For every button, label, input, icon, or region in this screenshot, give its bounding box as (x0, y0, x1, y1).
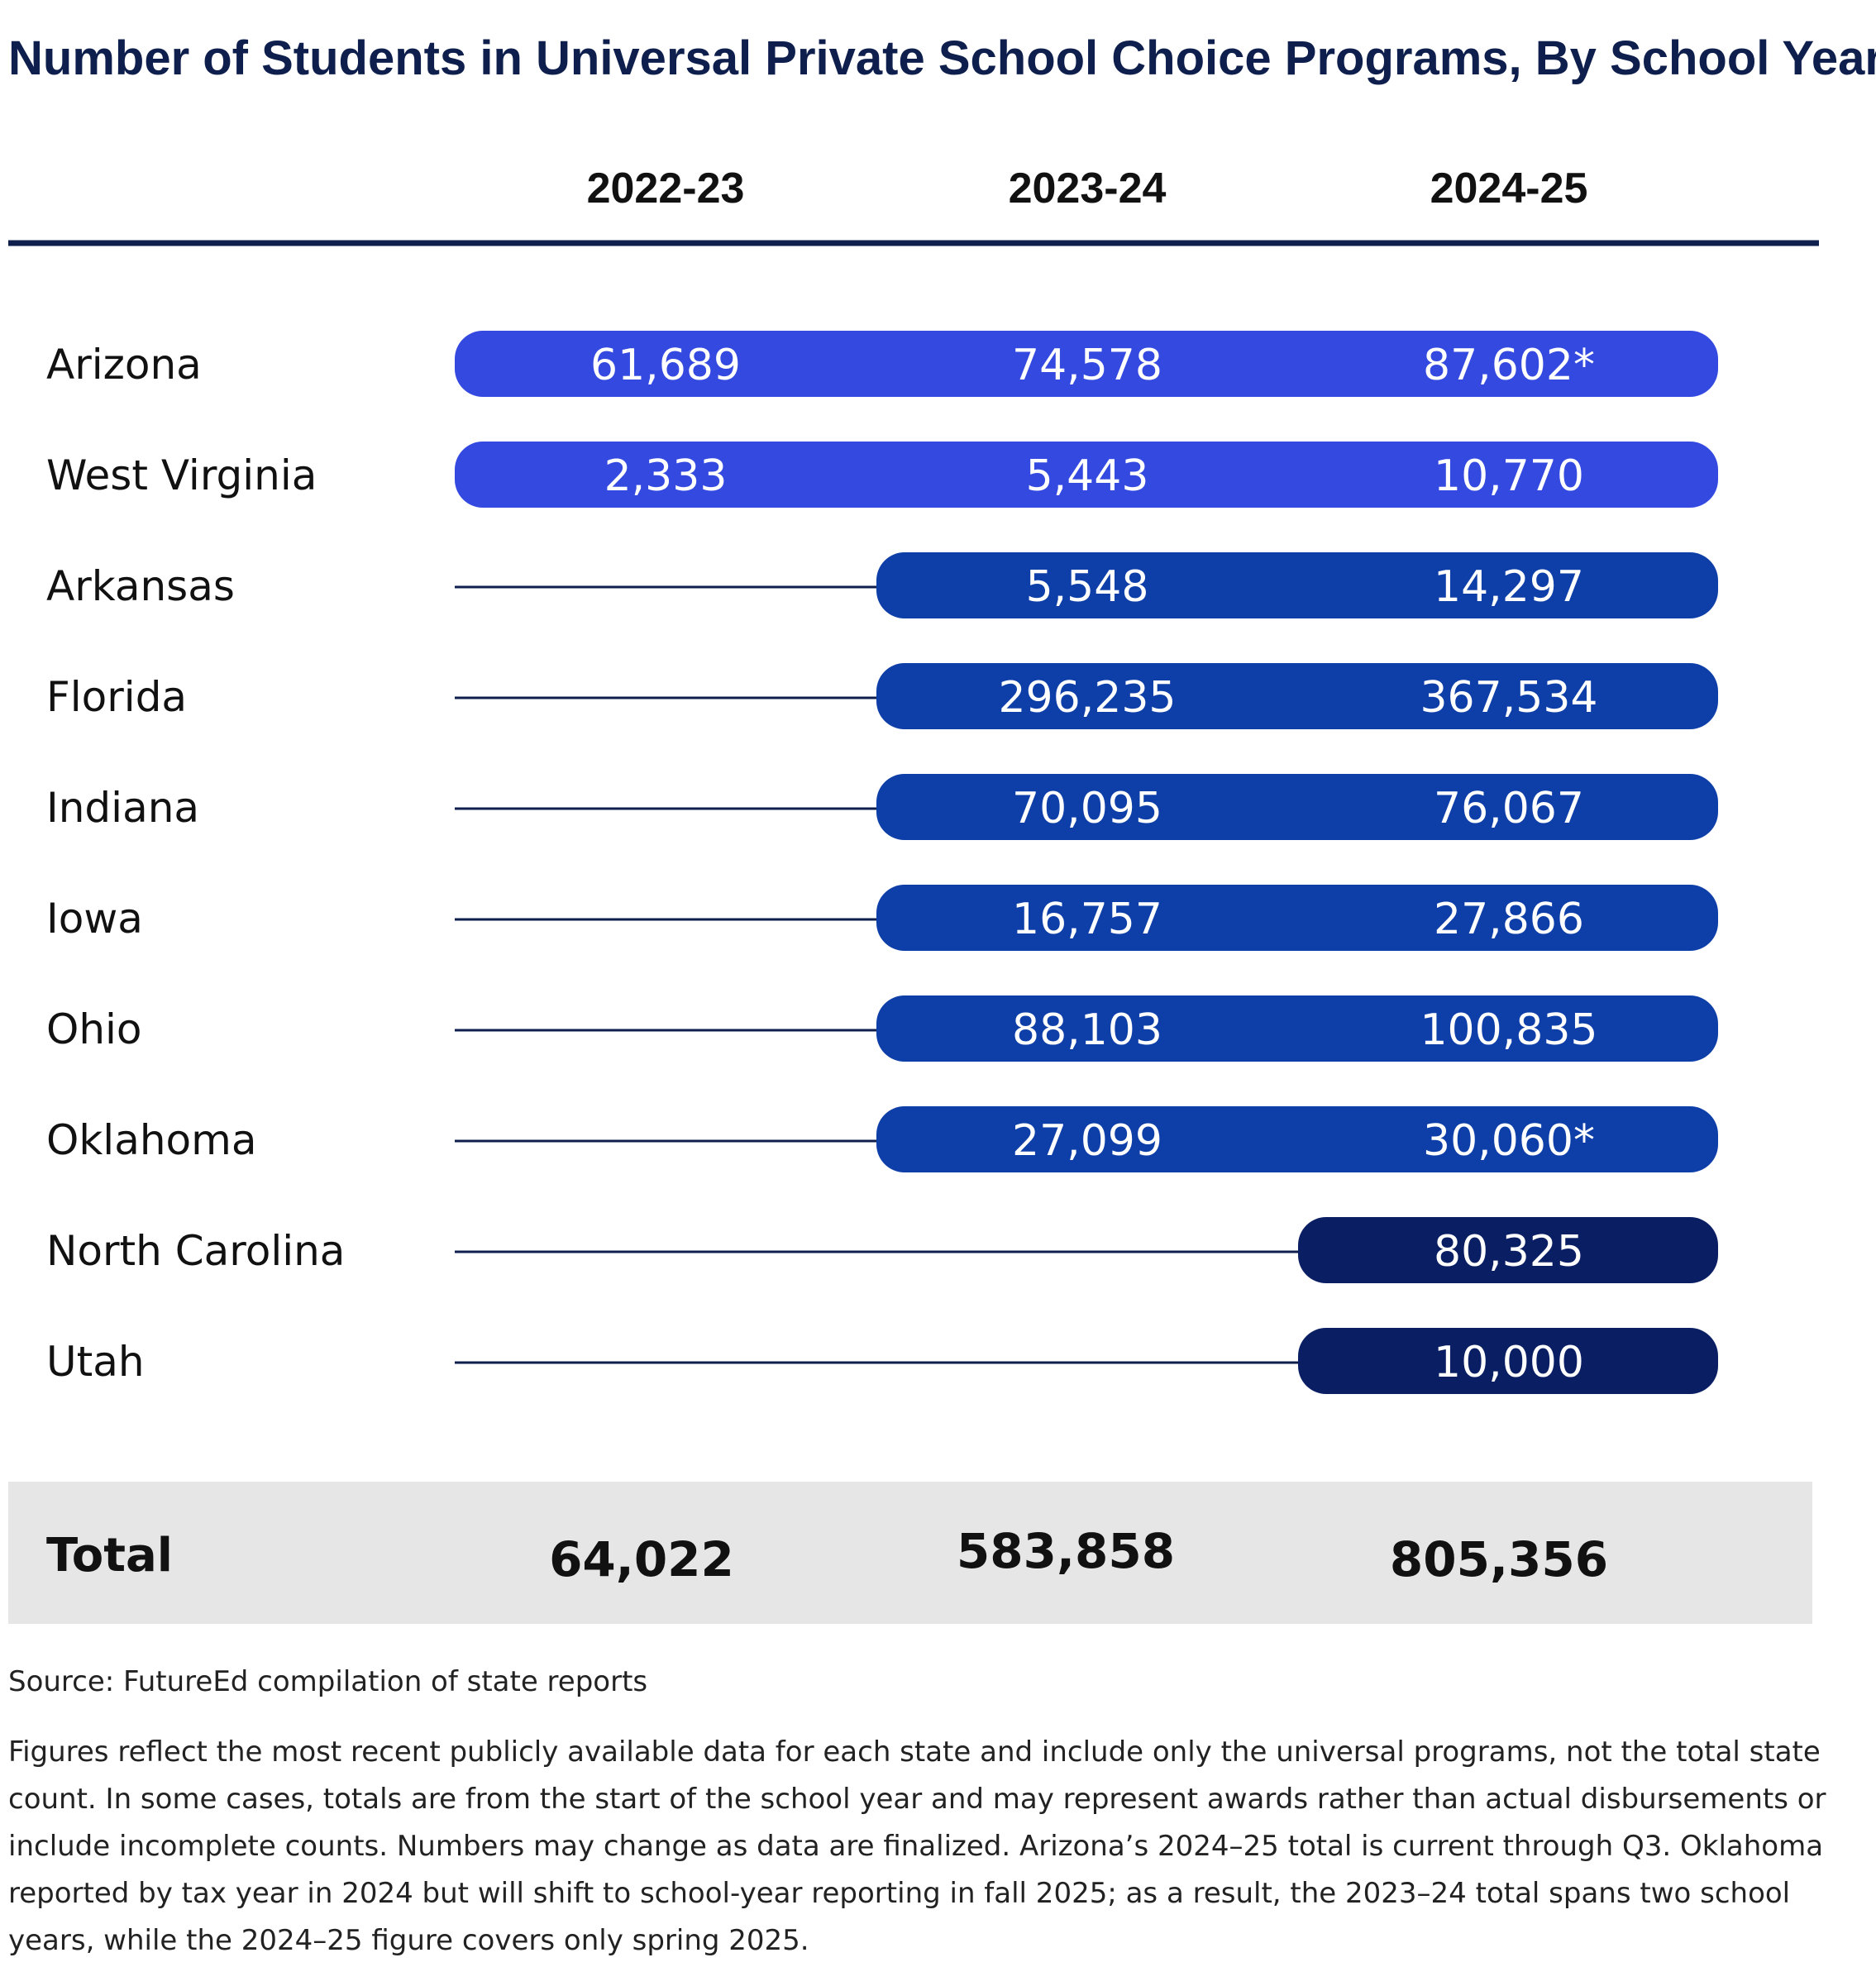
state-label: Arizona (46, 341, 202, 389)
value-label-2022-23: 2,333 (604, 451, 728, 501)
footnote-line: include incomplete counts. Numbers may c… (8, 1830, 1823, 1863)
bar-oklahoma (876, 1106, 1718, 1172)
column-headers: 2022-23 2023-24 2024-25 (587, 165, 1588, 212)
state-label: Arkansas (46, 562, 235, 610)
state-label: West Virginia (46, 451, 317, 499)
bar-ohio (876, 995, 1718, 1062)
total-band (8, 1482, 1812, 1624)
column-header-2023-24: 2023-24 (1009, 165, 1167, 212)
footnote-line: Figures reflect the most recent publicly… (8, 1735, 1821, 1769)
column-header-2022-23: 2022-23 (587, 165, 745, 212)
value-label-2024-25: 10,770 (1434, 451, 1584, 501)
bar-indiana (876, 774, 1718, 840)
bar-florida (876, 663, 1718, 729)
row-florida: Florida 296,235 367,534 (46, 663, 1718, 729)
footnote-line: count. In some cases, totals are from th… (8, 1783, 1826, 1816)
value-label-2023-24: 88,103 (1012, 1005, 1162, 1055)
state-label: Oklahoma (46, 1116, 256, 1164)
state-label: Utah (46, 1338, 145, 1386)
value-label-2024-25: 76,067 (1434, 784, 1584, 833)
state-label: Ohio (46, 1005, 142, 1053)
column-header-2024-25: 2024-25 (1430, 165, 1588, 212)
row-utah: Utah 10,000 (46, 1328, 1718, 1394)
value-label-2023-24: 16,757 (1012, 895, 1162, 944)
value-label-2023-24: 70,095 (1012, 784, 1162, 833)
value-label-2023-24: 5,443 (1026, 451, 1149, 501)
bar-west-virginia (455, 442, 1718, 508)
row-arkansas: Arkansas 5,548 14,297 (46, 552, 1718, 618)
value-label-2023-24: 5,548 (1026, 562, 1149, 612)
bar-iowa (876, 885, 1718, 951)
row-indiana: Indiana 70,095 76,067 (46, 774, 1718, 840)
value-label-2023-24: 296,235 (998, 673, 1176, 723)
row-west-virginia: West Virginia 2,333 5,443 10,770 (46, 442, 1718, 508)
source-note: Source: FutureEd compilation of state re… (8, 1665, 647, 1698)
rows: Arizona 61,689 74,578 87,602* West Virginia 2… (46, 331, 1718, 1394)
total-value-2024-25: 805,356 (1390, 1531, 1608, 1587)
row-ohio: Ohio 88,103 100,835 (46, 995, 1718, 1062)
value-label-2022-23: 61,689 (590, 341, 741, 390)
state-label: Iowa (46, 895, 143, 943)
value-label-2024-25: 80,325 (1434, 1227, 1584, 1277)
footnote: Figures reflect the most recent publicly… (8, 1735, 1826, 1957)
value-label-2024-25: 10,000 (1434, 1338, 1584, 1387)
value-label-2023-24: 27,099 (1012, 1116, 1162, 1166)
row-arizona: Arizona 61,689 74,578 87,602* (46, 331, 1718, 397)
total-value-2023-24: 583,858 (957, 1523, 1175, 1579)
value-label-2024-25: 87,602* (1423, 341, 1595, 390)
bar-utah (1298, 1328, 1718, 1394)
total-value-2022-23: 64,022 (549, 1531, 734, 1587)
bar-north-carolina (1298, 1217, 1718, 1283)
bar-arkansas (876, 552, 1718, 618)
state-label: North Carolina (46, 1227, 345, 1275)
total-label: Total (46, 1529, 173, 1583)
row-iowa: Iowa 16,757 27,866 (46, 885, 1718, 951)
bar-arizona (455, 331, 1718, 397)
value-label-2024-25: 367,534 (1420, 673, 1597, 723)
state-label: Florida (46, 673, 187, 721)
row-oklahoma: Oklahoma 27,099 30,060* (46, 1106, 1718, 1172)
value-label-2024-25: 100,835 (1420, 1005, 1597, 1055)
value-label-2024-25: 30,060* (1423, 1116, 1595, 1166)
chart-title: Number of Students in Universal Private … (8, 31, 1876, 85)
value-label-2024-25: 14,297 (1434, 562, 1584, 612)
row-north-carolina: North Carolina 80,325 (46, 1217, 1718, 1283)
value-label-2024-25: 27,866 (1434, 895, 1584, 944)
value-label-2023-24: 74,578 (1012, 341, 1162, 390)
state-label: Indiana (46, 784, 199, 832)
footnote-line: reported by tax year in 2024 but will sh… (8, 1877, 1790, 1910)
footnote-line: years, while the 2024–25 figure covers o… (8, 1924, 809, 1957)
total-values: 64,022 583,858 805,356 (549, 1523, 1608, 1587)
